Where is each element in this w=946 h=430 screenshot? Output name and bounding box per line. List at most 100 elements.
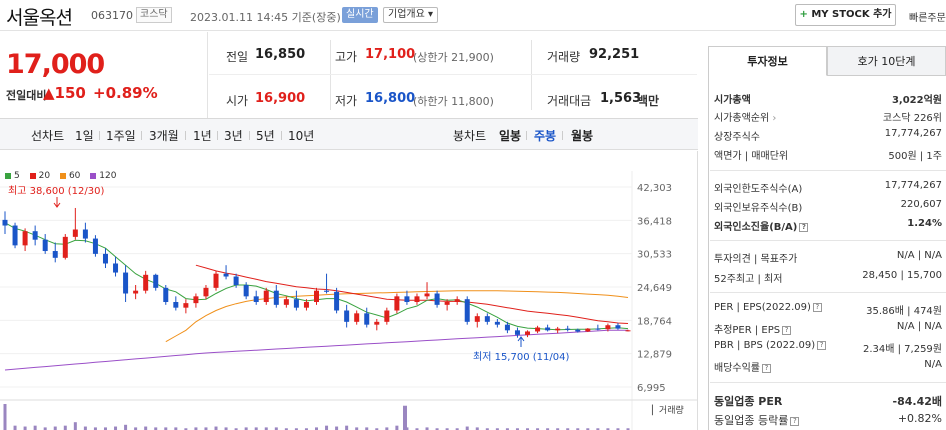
company-overview-dropdown[interactable]: 기업개요 ▾ bbox=[383, 7, 438, 23]
candle-body bbox=[62, 236, 68, 258]
realtime-badge[interactable]: 실시간 bbox=[342, 7, 378, 23]
volume-bar bbox=[526, 428, 530, 430]
tab-period-3m[interactable]: 3개월 bbox=[149, 129, 179, 143]
market-badge: 코스닥 bbox=[136, 7, 172, 23]
section-divider bbox=[710, 170, 946, 171]
volume-bar bbox=[83, 426, 87, 430]
high-label: 고가 bbox=[335, 50, 358, 64]
tab-period-3y[interactable]: 3년 bbox=[224, 129, 243, 143]
candle-body bbox=[293, 299, 299, 308]
volume-bar bbox=[385, 427, 389, 430]
volume-bar bbox=[93, 427, 97, 430]
info-row-dividend: 배당수익률? N/A bbox=[714, 359, 942, 375]
volume-bar bbox=[194, 427, 198, 430]
info-label: 52주최고 | 최저 bbox=[714, 274, 783, 285]
help-icon[interactable]: ? bbox=[782, 325, 792, 335]
info-value: N/A | N/A bbox=[896, 250, 942, 261]
tab-separator bbox=[526, 131, 527, 140]
add-my-stock-label: MY STOCK 추가 bbox=[811, 9, 892, 20]
volume-bar bbox=[536, 428, 540, 430]
chart-legend: 5 20 60 120 bbox=[5, 171, 123, 182]
volume-bar bbox=[566, 428, 570, 430]
amount-unit: 백만 bbox=[637, 94, 660, 108]
volume-bar bbox=[144, 426, 148, 430]
help-icon[interactable]: ? bbox=[817, 340, 827, 350]
help-icon[interactable]: ? bbox=[799, 222, 809, 232]
tab-period-1d[interactable]: 1일 bbox=[75, 129, 94, 143]
candle-body bbox=[364, 313, 370, 325]
info-value: 1.24% bbox=[907, 218, 942, 229]
info-label-text: 외국인소진율(B/A) bbox=[714, 222, 798, 233]
low-label: 저가 bbox=[335, 94, 358, 108]
tab-period-1w[interactable]: 1주일 bbox=[106, 129, 136, 143]
help-icon[interactable]: ? bbox=[812, 302, 822, 312]
tab-period-10y[interactable]: 10년 bbox=[288, 129, 315, 143]
candle-body bbox=[354, 313, 360, 322]
volume-bar bbox=[23, 426, 27, 430]
info-label: 외국인한도주식수(A) bbox=[714, 184, 803, 195]
volume-bar bbox=[214, 426, 218, 430]
help-icon[interactable]: ? bbox=[762, 363, 771, 373]
candlestick-chart[interactable]: 42,303 36,418 30,533 24,649 18,764 12,879 6,99… bbox=[0, 151, 698, 430]
info-value: 17,774,267 bbox=[884, 180, 942, 191]
help-icon[interactable]: ? bbox=[790, 416, 800, 426]
candle-body bbox=[374, 321, 380, 325]
legend-label: 60 bbox=[68, 171, 81, 181]
volume-bar bbox=[395, 425, 399, 430]
volume-bar bbox=[294, 428, 298, 430]
tab-separator bbox=[99, 131, 100, 140]
volume-bar bbox=[53, 426, 57, 430]
volume-bar bbox=[596, 428, 600, 430]
volume-bar bbox=[556, 428, 560, 430]
volume-bar bbox=[13, 425, 17, 430]
candle-body bbox=[193, 296, 199, 304]
stock-name: 서울옥션 bbox=[6, 7, 73, 29]
volume-bar bbox=[355, 427, 359, 430]
stock-header bbox=[0, 0, 946, 31]
volume-bar bbox=[184, 428, 188, 430]
tab-candle-daily[interactable]: 일봉 bbox=[499, 129, 522, 143]
volume-bar bbox=[325, 425, 329, 430]
low-arrow bbox=[517, 336, 525, 347]
info-value: 2.34배 | 7,259원 bbox=[862, 344, 942, 355]
candle-body bbox=[514, 330, 520, 335]
info-label: 동일업종 PER bbox=[714, 395, 783, 408]
candle-body bbox=[484, 316, 490, 322]
info-value: 35.86배 | 474원 bbox=[866, 306, 942, 317]
info-row-52w: 52주최고 | 최저 28,450 | 15,700 bbox=[714, 270, 942, 286]
tab-order-book[interactable]: 호가 10단계 bbox=[827, 46, 946, 76]
info-label: PER | EPS(2022.09)? bbox=[714, 302, 822, 313]
y-tick-label: 42,303 bbox=[637, 183, 672, 194]
candle-body bbox=[454, 299, 460, 303]
tab-candle-monthly[interactable]: 월봉 bbox=[571, 129, 594, 143]
price-block bbox=[0, 32, 208, 118]
quick-order-link[interactable]: 빠른주문 bbox=[909, 13, 946, 24]
chart-area[interactable] bbox=[0, 151, 698, 430]
info-label-text: PBR | BPS (2022.09) bbox=[714, 340, 816, 351]
high-arrow bbox=[53, 197, 61, 208]
info-label-text: 시가총액순위 bbox=[714, 113, 770, 124]
candle-body bbox=[565, 328, 571, 330]
candle-body bbox=[113, 263, 119, 273]
candle-body bbox=[303, 302, 309, 308]
tab-period-5y[interactable]: 5년 bbox=[256, 129, 275, 143]
stock-code: 063170 bbox=[91, 9, 133, 22]
candle-body bbox=[605, 325, 611, 330]
info-row-sector-change: 동일업종 등락률? +0.82% bbox=[714, 412, 942, 428]
volume-label: ▏거래량 bbox=[652, 404, 684, 416]
line-chart-label: 선차트 bbox=[31, 129, 65, 143]
candle-body bbox=[424, 293, 430, 297]
volume-bar bbox=[284, 428, 288, 430]
tab-candle-weekly[interactable]: 주봉 bbox=[534, 129, 557, 143]
candle-body bbox=[625, 330, 631, 332]
tab-period-1y[interactable]: 1년 bbox=[193, 129, 212, 143]
candle-body bbox=[414, 296, 420, 303]
candle-chart-label: 봉차트 bbox=[453, 129, 487, 143]
legend-swatch bbox=[29, 173, 36, 179]
upper-limit: (상한가 21,900) bbox=[413, 51, 494, 64]
info-value: 코스닥 226위 bbox=[882, 113, 942, 124]
add-my-stock-button[interactable]: + MY STOCK 추가 bbox=[795, 4, 896, 26]
tab-investment-info[interactable]: 투자정보 bbox=[708, 46, 827, 76]
legend-swatch bbox=[59, 173, 66, 179]
volume-label: 거래량 bbox=[547, 50, 581, 64]
